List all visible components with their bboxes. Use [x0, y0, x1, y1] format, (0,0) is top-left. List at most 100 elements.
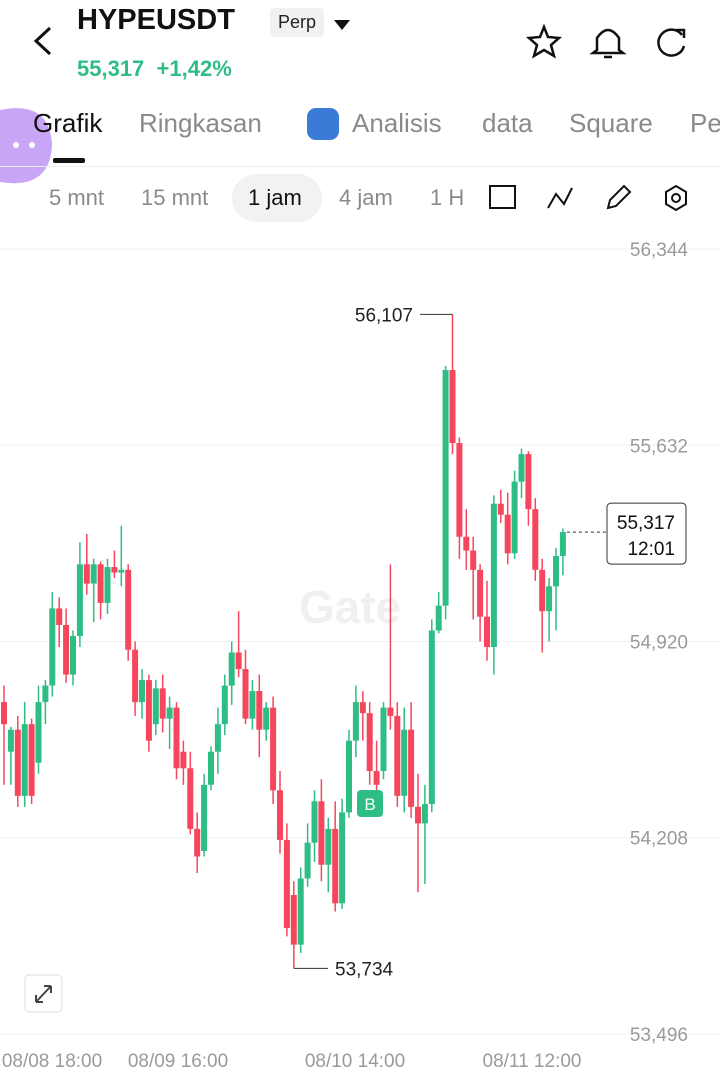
candle-body	[484, 616, 490, 647]
trade-marker: B	[364, 795, 375, 814]
candle-body	[118, 569, 125, 573]
chart: Gate 56,344 55,632 54,920 54,208 53,496 08/08 …	[0, 240, 720, 1072]
candle-body	[304, 842, 311, 879]
candle-body	[449, 370, 456, 444]
symbol: HYPEUSDT	[77, 4, 235, 36]
candle-body	[290, 895, 297, 945]
timeframe[interactable]: 1 H	[430, 185, 465, 210]
layout-icon[interactable]	[489, 185, 516, 209]
y-tick-label: 56,344	[630, 240, 689, 261]
header-icons	[0, 20, 687, 222]
candle-body	[346, 740, 352, 813]
assistant-bubble[interactable]	[0, 108, 52, 184]
candle-body	[132, 649, 139, 703]
candle-body	[318, 801, 325, 865]
candle-body	[76, 564, 83, 636]
tab[interactable]: Grafik	[33, 108, 103, 138]
contract-badge: Perp	[270, 8, 325, 37]
candle-body	[428, 630, 435, 805]
timeframe[interactable]: 1 jam	[248, 185, 302, 210]
price: 55,317	[77, 56, 145, 81]
candle-body	[408, 729, 415, 807]
candle-body	[270, 707, 277, 791]
candle-body	[152, 688, 159, 725]
dropdown[interactable]	[334, 20, 350, 30]
candle-body	[90, 564, 97, 584]
candle-body	[546, 586, 553, 612]
candle-body	[332, 828, 339, 904]
candle-body	[435, 605, 442, 631]
candle-body	[504, 514, 511, 554]
candle-body	[325, 828, 332, 865]
candle-body	[28, 724, 35, 796]
candle-body	[311, 801, 318, 843]
candle-body	[401, 729, 408, 796]
candle-body	[221, 685, 228, 725]
low-label: 53,734	[335, 959, 394, 980]
timeframe[interactable]: 4 jam	[339, 185, 393, 210]
candle-body	[35, 702, 42, 763]
candle-body	[180, 751, 187, 769]
candle-body	[228, 652, 235, 686]
candle-body	[256, 691, 263, 730]
dot	[29, 142, 35, 148]
x-tick-label: 08/09 16:00	[128, 1051, 228, 1072]
candle-body	[380, 707, 387, 772]
expand-icon	[35, 985, 52, 1003]
candle-body	[70, 635, 76, 675]
tab-underline	[53, 158, 85, 163]
tab[interactable]: Analisis	[352, 108, 442, 138]
candle-body	[249, 691, 256, 719]
candle-body	[339, 812, 346, 904]
countdown: 12:01	[627, 539, 675, 560]
candle-body	[42, 685, 49, 703]
tab[interactable]: data	[482, 108, 533, 138]
settings-icon[interactable]	[665, 184, 687, 212]
selected-pill	[232, 174, 322, 222]
y-tick-label: 53,496	[630, 1025, 688, 1046]
x-tick-label: 08/10 14:00	[305, 1051, 405, 1072]
candle-body	[208, 751, 214, 785]
candle-body	[97, 564, 104, 603]
candle-body	[387, 707, 394, 716]
candle-body	[518, 454, 525, 482]
candle-body	[394, 715, 401, 796]
candle-body	[104, 567, 111, 603]
candle-body	[125, 569, 132, 650]
back-button[interactable]	[33, 26, 52, 56]
settings-dot	[671, 193, 681, 203]
star-icon[interactable]	[525, 23, 563, 59]
candle-body	[83, 564, 90, 584]
share-icon[interactable]	[657, 28, 686, 57]
candle-body	[415, 806, 421, 824]
candle-body	[497, 503, 504, 515]
tab[interactable]: Ringkasan	[139, 108, 262, 138]
draw-icon[interactable]	[606, 184, 632, 210]
tab[interactable]: Square	[569, 108, 653, 138]
candle-body	[21, 724, 28, 796]
tab[interactable]: Pe	[690, 108, 720, 138]
candle-body	[477, 569, 484, 617]
candle-body	[187, 768, 194, 829]
candle-body	[442, 370, 449, 606]
candle-body	[553, 556, 559, 587]
candle-body	[194, 828, 201, 857]
candle-body	[359, 702, 366, 714]
candle-body	[559, 532, 566, 557]
candle-body	[242, 669, 249, 719]
candle-body	[532, 509, 539, 570]
candle-body	[366, 713, 373, 772]
timeframe[interactable]: 15 mnt	[141, 185, 209, 210]
x-tick-label: 08/11 12:00	[483, 1051, 582, 1072]
candle-body	[214, 724, 221, 752]
tab-bar: Grafik Ringkasan Analisis data Square Pe	[0, 106, 720, 167]
candle-body	[539, 569, 546, 612]
bell-icon[interactable]	[589, 28, 627, 59]
candle-body	[277, 790, 283, 840]
timeframe[interactable]: 5 mnt	[49, 185, 105, 210]
candle-body	[166, 707, 173, 719]
indicator-icon[interactable]	[547, 187, 573, 209]
candle-body	[297, 878, 304, 945]
candle-body	[470, 550, 477, 570]
